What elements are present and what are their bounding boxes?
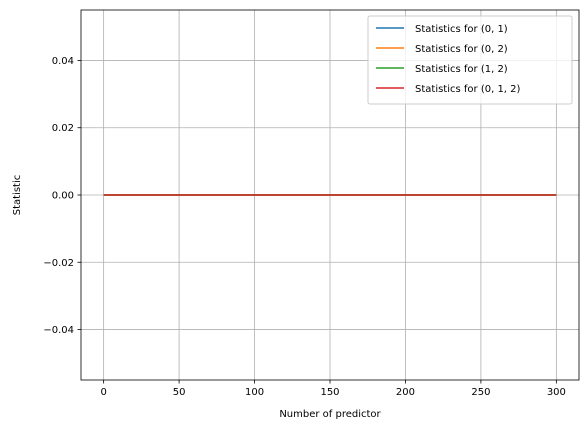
axis-ticks: 0 50 100 150 200 250 300 −0.04 −0.02 0.00 0.02 0.04 [43, 56, 566, 398]
x-axis-label: Number of predictor [279, 409, 381, 420]
x-tick-label: 50 [173, 387, 186, 398]
y-tick-label: 0.04 [52, 56, 74, 67]
y-tick-label: 0.02 [52, 123, 74, 134]
legend-label: Statistics for (0, 1) [415, 24, 508, 35]
legend-label: Statistics for (0, 1, 2) [415, 84, 521, 95]
legend: Statistics for (0, 1) Statistics for (0, … [367, 15, 573, 105]
x-tick-label: 250 [471, 387, 490, 398]
legend-label: Statistics for (0, 2) [415, 44, 508, 55]
y-axis-label: Statistic [12, 175, 23, 216]
x-tick-label: 300 [547, 387, 566, 398]
y-tick-label: 0.00 [52, 191, 74, 202]
legend-box [367, 15, 573, 105]
x-tick-label: 200 [396, 387, 415, 398]
x-tick-label: 100 [245, 387, 264, 398]
legend-items: Statistics for (0, 1) Statistics for (0, … [376, 24, 521, 95]
x-tick-label: 150 [320, 387, 339, 398]
y-tick-label: −0.02 [43, 258, 74, 269]
y-tick-label: −0.04 [43, 325, 74, 336]
legend-label: Statistics for (1, 2) [415, 64, 508, 75]
x-tick-label: 0 [100, 387, 106, 398]
